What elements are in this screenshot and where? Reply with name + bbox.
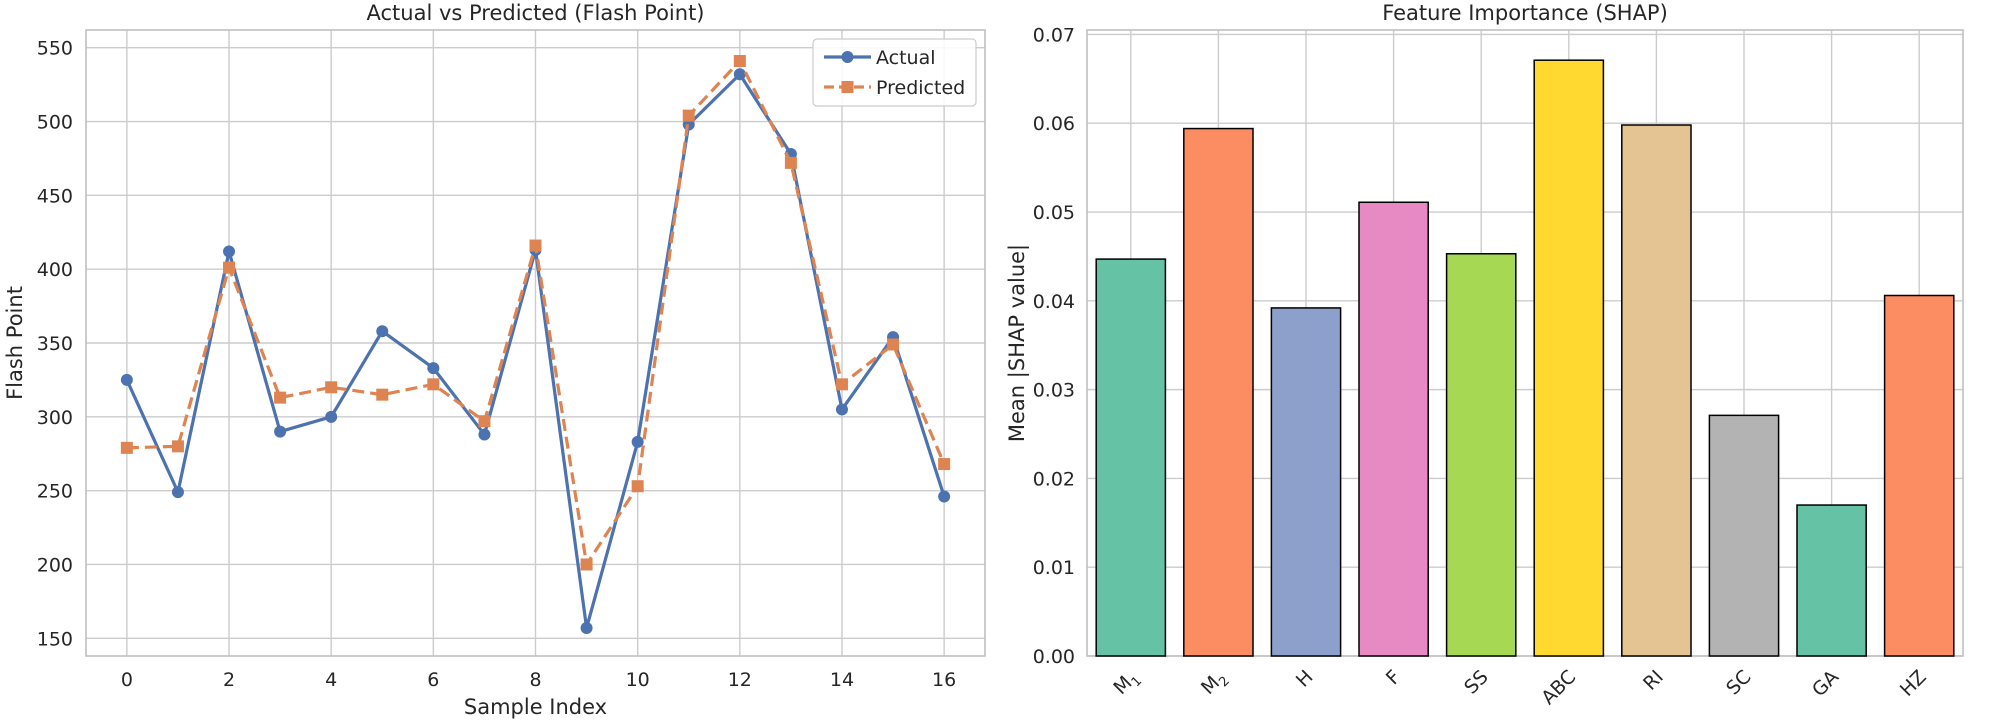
line-chart-xtick-label: 10	[626, 669, 650, 691]
bar-chart-xtick-label: M2	[1197, 666, 1233, 702]
bar-chart-ytick-label: 0.04	[1033, 291, 1075, 313]
bar-chart-frame	[1086, 29, 1964, 657]
bar-chart-ytick-label: 0.07	[1033, 24, 1075, 46]
bar-abc	[1533, 59, 1605, 657]
data-point-predicted	[682, 109, 695, 122]
line-chart-ytick-label: 250	[37, 481, 73, 503]
bar-chart-ytick-label: 0.03	[1033, 380, 1075, 402]
data-point-actual	[938, 490, 951, 503]
bar-ri	[1621, 124, 1692, 657]
bar-chart-xtick-label: F	[1382, 666, 1405, 689]
data-point-predicted	[120, 441, 133, 454]
legend-label-predicted: Predicted	[876, 77, 965, 99]
line-chart-grid	[86, 30, 985, 656]
legend-marker-actual	[841, 51, 854, 63]
line-chart-xtick-label: 14	[830, 669, 854, 691]
data-point-actual	[171, 486, 184, 499]
line-chart-title: Actual vs Predicted (Flash Point)	[367, 1, 705, 25]
line-chart: 0 2 4 6 8 10 12 14 16 150 200 250 300 350 400 450 500 550…	[3, 1, 986, 719]
data-point-predicted	[478, 415, 491, 428]
data-point-predicted	[887, 338, 900, 351]
bar-chart-ytick-label: 0.01	[1033, 557, 1075, 579]
bar-chart-xtick-label: RI	[1639, 666, 1668, 695]
data-point-predicted	[427, 378, 440, 391]
bar-chart-xtick-label: M1	[1109, 666, 1145, 702]
bar-chart-ytick-label: 0.02	[1033, 468, 1075, 490]
line-chart-ytick-label: 450	[37, 185, 73, 207]
bar-sc	[1708, 414, 1780, 657]
data-point-actual	[478, 428, 491, 441]
line-chart-xtick-label: 12	[728, 669, 752, 691]
bar-chart-title: Feature Importance (SHAP)	[1382, 1, 1668, 25]
legend-marker-predicted	[841, 81, 854, 93]
data-point-actual	[223, 245, 236, 258]
data-point-predicted	[376, 388, 389, 401]
line-chart-ytick-label: 150	[37, 628, 73, 650]
bar-hz	[1883, 294, 1955, 657]
line-chart-xtick-label: 0	[121, 669, 133, 691]
data-point-predicted	[938, 458, 951, 471]
line-chart-xlabel: Sample Index	[464, 695, 607, 719]
line-chart-ytick-label: 500	[37, 112, 73, 134]
data-point-predicted	[171, 440, 184, 453]
bar-chart-ytick-label: 0.00	[1033, 646, 1075, 668]
bar-m2	[1183, 127, 1254, 657]
line-chart-ytick-label: 550	[37, 38, 73, 60]
data-point-predicted	[835, 378, 848, 391]
line-chart-frame	[85, 29, 986, 657]
data-point-actual	[120, 373, 133, 386]
data-point-actual	[580, 621, 593, 634]
bar-chart-xtick-label: SC	[1722, 666, 1755, 699]
bar-ga	[1796, 504, 1867, 657]
data-point-predicted	[631, 480, 644, 493]
bar-f	[1358, 201, 1429, 657]
data-point-actual	[427, 362, 440, 375]
bar-ss	[1445, 253, 1517, 657]
data-point-actual	[274, 425, 287, 438]
line-chart-xtick-label: 6	[427, 669, 439, 691]
bar-chart-ytick-label: 0.06	[1033, 113, 1075, 135]
legend-label-actual: Actual	[876, 47, 936, 69]
bar-chart-xtick-label: GA	[1808, 666, 1843, 701]
data-point-actual	[733, 68, 746, 81]
data-point-predicted	[223, 261, 236, 274]
line-chart-ylabel: Flash Point	[3, 286, 27, 400]
line-chart-xtick-label: 8	[529, 669, 541, 691]
bar-h	[1270, 307, 1342, 657]
data-point-predicted	[325, 381, 338, 394]
line-chart-ytick-label: 350	[37, 333, 73, 355]
line-chart-xtick-label: 4	[325, 669, 337, 691]
line-chart-xtick-label: 2	[223, 669, 235, 691]
line-chart-series	[120, 55, 951, 634]
data-point-actual	[376, 325, 389, 338]
bar-chart-xtick-label: SS	[1460, 666, 1493, 699]
data-point-actual	[631, 435, 644, 448]
bar-chart-xtick-label: HZ	[1896, 666, 1931, 701]
data-point-actual	[835, 403, 848, 416]
data-point-predicted	[733, 55, 746, 68]
line-chart-legend: Actual Predicted	[812, 38, 977, 107]
data-point-predicted	[274, 391, 287, 404]
line-chart-ytick-label: 400	[37, 259, 73, 281]
bar-chart-xtick-label: H	[1292, 666, 1318, 692]
bar-chart-ylabel: Mean |SHAP value|	[1005, 244, 1030, 442]
data-point-predicted	[580, 558, 593, 571]
line-chart-ytick-label: 200	[37, 554, 73, 576]
line-chart-xtick-label: 16	[932, 669, 956, 691]
data-point-predicted	[784, 156, 797, 169]
bar-chart-xtick-label: ABC	[1537, 666, 1580, 709]
line-chart-ticks: 0 2 4 6 8 10 12 14 16 150 200 250 300 350 400 450 500 550	[37, 38, 956, 691]
bar-chart-bars	[1095, 59, 1955, 657]
data-point-predicted	[529, 239, 542, 252]
line-chart-ytick-label: 300	[37, 407, 73, 429]
bar-chart: 0.00 0.01 0.02 0.03 0.04 0.05 0.06 0.07 M1 M2 H F SS…	[1005, 1, 1964, 709]
bar-m1	[1095, 258, 1167, 657]
data-point-actual	[325, 410, 338, 423]
bar-chart-ytick-label: 0.05	[1033, 202, 1075, 224]
